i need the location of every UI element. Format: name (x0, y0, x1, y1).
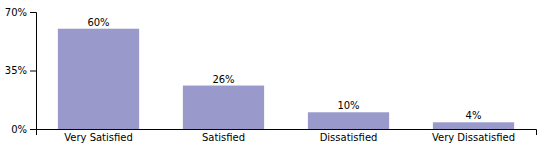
x-axis: Very Satisfied Satisfied Dissatisfied Very … (37, 130, 537, 144)
y-tick: 35% (5, 65, 36, 76)
y-tick-mark (30, 129, 36, 130)
data-label: 10% (337, 100, 359, 111)
y-tick-mark (30, 71, 36, 72)
data-labels: 60% 26% 10% 4% (87, 17, 481, 122)
x-tick: Dissatisfied (320, 132, 378, 143)
data-label: 26% (212, 74, 234, 85)
data-label: 60% (87, 17, 109, 28)
x-tick: Very Satisfied (64, 132, 133, 143)
x-tick-label: Very Dissatisfied (432, 132, 515, 143)
y-tick-mark (30, 12, 36, 13)
y-tick: 70% (5, 7, 36, 18)
bar (433, 122, 514, 129)
y-tick-label: 0% (11, 124, 27, 135)
bar (58, 29, 139, 129)
y-axis: 0% 35% 70% (5, 7, 37, 135)
data-label: 4% (466, 110, 482, 121)
x-tick: Very Dissatisfied (432, 132, 515, 143)
x-tick-label: Dissatisfied (320, 132, 378, 143)
chart-container: 0% 35% 70% Very Satisfied Satisfied Dissatisf… (0, 0, 546, 149)
y-tick-label: 35% (5, 65, 27, 76)
x-tick-label: Very Satisfied (64, 132, 133, 143)
plot: 0% 35% 70% Very Satisfied Satisfied Dissatisf… (5, 7, 537, 143)
chart-svg: 0% 35% 70% Very Satisfied Satisfied Dissatisf… (0, 0, 546, 149)
y-axis-line (30, 13, 37, 130)
x-tick-label: Satisfied (202, 132, 245, 143)
y-tick-label: 70% (5, 7, 27, 18)
x-tick: Satisfied (202, 132, 245, 143)
y-tick: 0% (11, 124, 36, 135)
bar (308, 112, 389, 129)
bars (58, 29, 514, 129)
bar (183, 86, 264, 129)
